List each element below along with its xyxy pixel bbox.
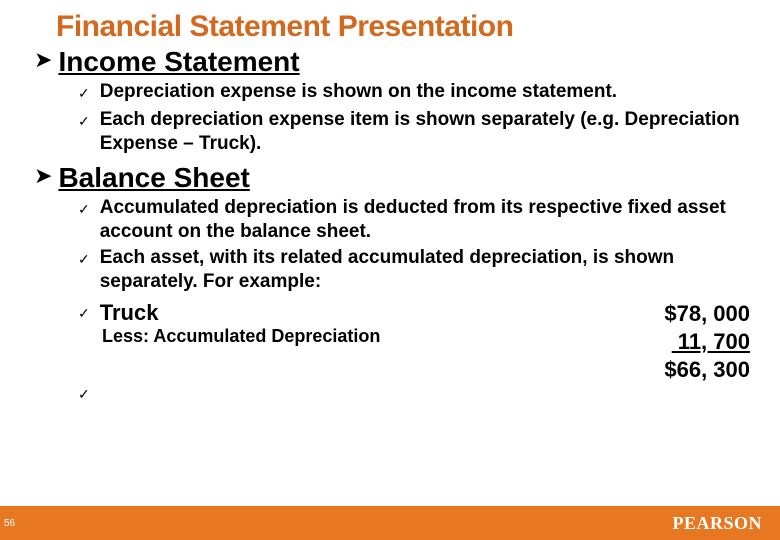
bullet-text: Each asset, with its related accumulated… [100,246,764,294]
arrow-bullet-icon: ➤ [34,46,52,74]
bullet-text: Each depreciation expense item is shown … [100,108,764,156]
calculation-labels: ✓ Truck Less: Accumulated Depreciation [78,300,620,384]
bullet-text: Depreciation expense is shown on the inc… [100,80,617,104]
section-heading: Income Statement [58,46,299,78]
bullet-text: Accumulated depreciation is deducted fro… [100,196,764,244]
check-bullet-icon: ✓ [0,386,780,403]
net-value: $66, 300 [620,356,750,384]
section-heading-row: ➤ Balance Sheet [0,162,780,194]
asset-label: Truck [100,300,159,326]
brand-bar: 56 PEARSON [0,506,780,540]
bullet-row: ✓ Accumulated depreciation is deducted f… [0,196,780,244]
less-label: Less: Accumulated Depreciation [78,326,620,347]
page-number: 56 [4,518,15,529]
check-bullet-icon: ✓ [78,196,90,222]
calculation-block: ✓ Truck Less: Accumulated Depreciation $… [0,300,780,384]
section-heading-row: ➤ Income Statement [0,46,780,78]
slide: Financial Statement Presentation ➤ Incom… [0,0,780,540]
bullet-row: ✓ Depreciation expense is shown on the i… [0,80,780,106]
section-heading: Balance Sheet [58,162,249,194]
less-value: 11, 700 [620,328,750,356]
bullet-row: ✓ Each asset, with its related accumulat… [0,246,780,294]
slide-title: Financial Statement Presentation [0,0,780,44]
brand-logo: PEARSON [672,513,762,534]
asset-value: $78, 000 [620,300,750,328]
check-bullet-icon: ✓ [78,80,90,106]
arrow-bullet-icon: ➤ [34,162,52,190]
bullet-row: ✓ Each depreciation expense item is show… [0,108,780,156]
check-bullet-icon: ✓ [78,108,90,134]
calculation-values: $78, 000 11, 700 $66, 300 [620,300,780,384]
check-bullet-icon: ✓ [78,300,90,326]
check-bullet-icon: ✓ [78,246,90,272]
